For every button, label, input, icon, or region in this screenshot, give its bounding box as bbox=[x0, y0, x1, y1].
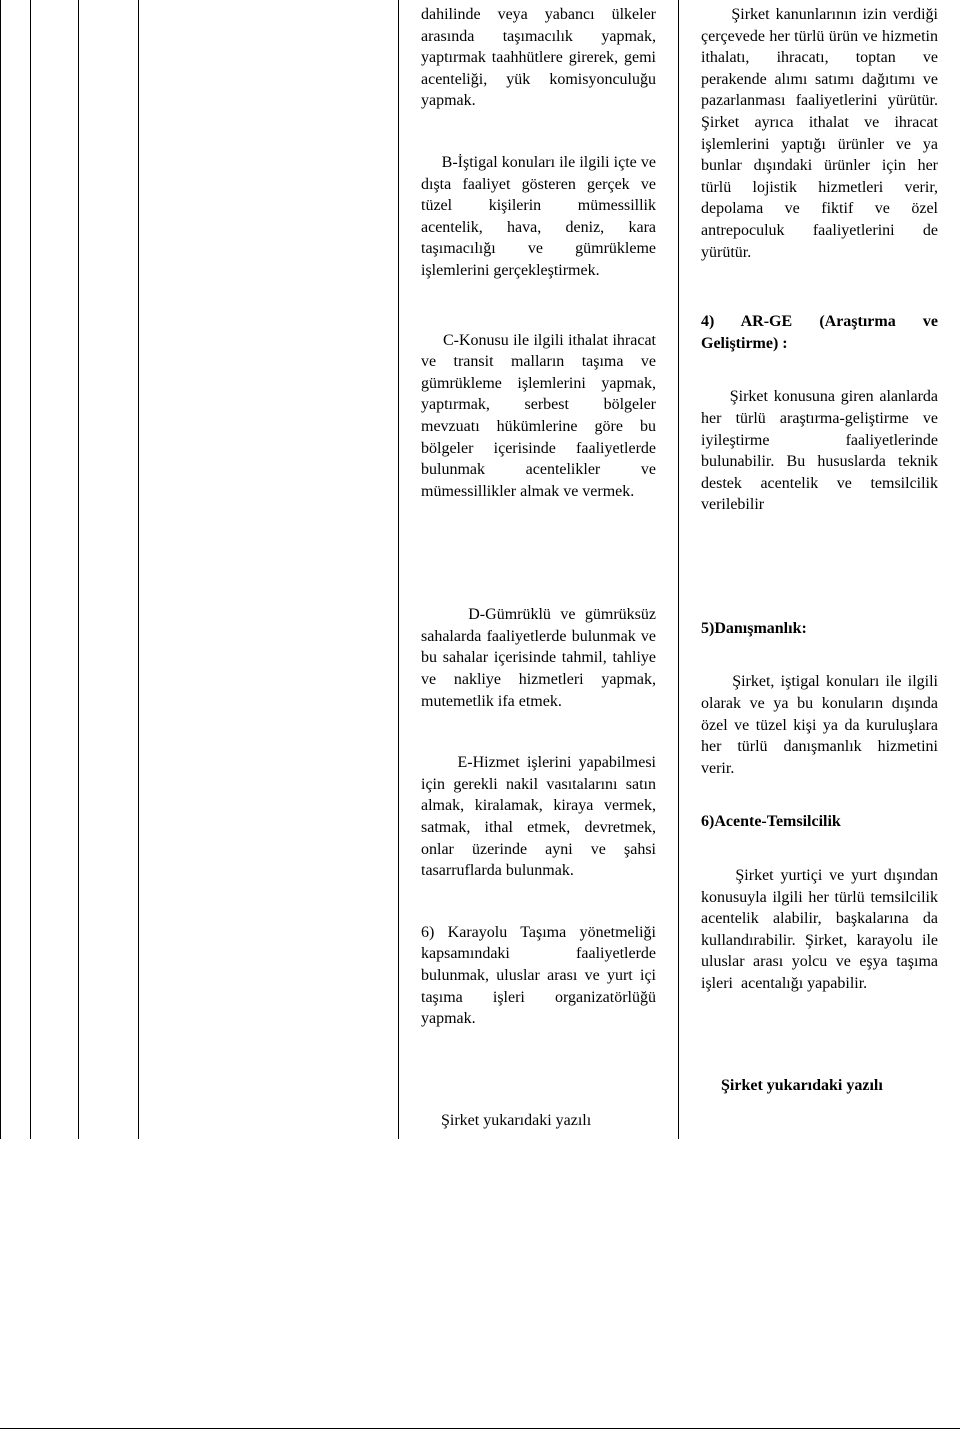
table-col-1 bbox=[1, 0, 31, 1139]
col5-p7: Şirket yukarıdaki yazılı bbox=[421, 1110, 656, 1132]
col6-p4-body: Şirket konusuna giren alanlarda her türl… bbox=[701, 386, 938, 516]
col5-p5: E-Hizmet işlerini yapabilmesi için gerek… bbox=[421, 752, 656, 882]
col6-heading-5: 5)Danışmanlık: bbox=[701, 618, 938, 640]
col5-p4: D-Gümrüklü ve gümrüksüz sahalarda faaliy… bbox=[421, 604, 656, 712]
gap bbox=[701, 791, 938, 811]
col6-p6-body: Şirket yurtiçi ve yurt dışından konusuyl… bbox=[701, 865, 938, 995]
gap bbox=[421, 724, 656, 752]
col5-p2: B-İştigal konuları ile ilgili içte ve dı… bbox=[421, 152, 656, 282]
col5-p1: dahilinde veya yabancı ülkeler arasında … bbox=[421, 4, 656, 112]
col6-heading-6: 6)Acente-Temsilcilik bbox=[701, 811, 938, 833]
col6-p7: Şirket yukarıdaki yazılı bbox=[701, 1075, 938, 1097]
table-col-4 bbox=[139, 0, 399, 1139]
gap bbox=[421, 124, 656, 152]
gap bbox=[701, 366, 938, 386]
table-col-5: dahilinde veya yabancı ülkeler arasında … bbox=[399, 0, 679, 1139]
gap bbox=[701, 651, 938, 671]
col6-p5-body: Şirket, iştigal konuları ile ilgili olar… bbox=[701, 671, 938, 779]
gap bbox=[701, 1007, 938, 1075]
col5-p6: 6) Karayolu Taşıma yönetmeliği kapsamınd… bbox=[421, 922, 656, 1030]
gap bbox=[421, 294, 656, 330]
col5-p3: C-Konusu ile ilgili ithalat ihracat ve t… bbox=[421, 330, 656, 503]
gap bbox=[421, 1042, 656, 1110]
table-col-3 bbox=[79, 0, 139, 1139]
table-col-2 bbox=[31, 0, 79, 1139]
gap bbox=[701, 528, 938, 618]
document-page: dahilinde veya yabancı ülkeler arasında … bbox=[0, 0, 960, 1429]
gap bbox=[701, 275, 938, 311]
col6-p1: Şirket kanunlarının izin verdiği çerçeve… bbox=[701, 4, 938, 263]
gap bbox=[421, 894, 656, 922]
gap bbox=[701, 845, 938, 865]
col6-heading-4: 4) AR-GE (Araştırma ve Geliştirme) : bbox=[701, 311, 938, 354]
main-table: dahilinde veya yabancı ülkeler arasında … bbox=[0, 0, 960, 1139]
table-col-6: Şirket kanunlarının izin verdiği çerçeve… bbox=[679, 0, 960, 1139]
gap bbox=[421, 514, 656, 604]
